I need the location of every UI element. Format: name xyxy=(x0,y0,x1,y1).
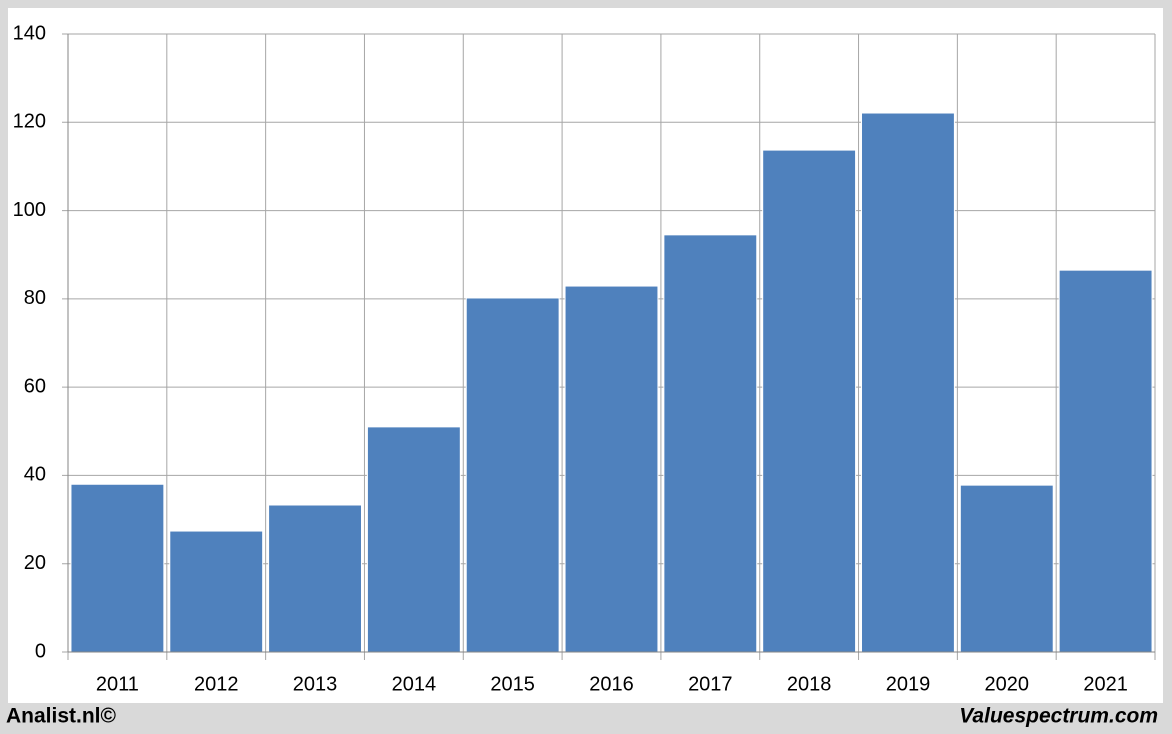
y-tick-label: 140 xyxy=(13,22,46,44)
bar xyxy=(564,285,659,653)
x-tick-label: 2017 xyxy=(688,673,733,695)
y-tick-label: 40 xyxy=(24,464,46,486)
x-tick-label: 2014 xyxy=(392,673,437,695)
bar xyxy=(169,530,264,653)
y-tick-label: 80 xyxy=(24,287,46,309)
x-tick-label: 2018 xyxy=(787,673,832,695)
footer-right: Valuespectrum.com xyxy=(959,705,1158,728)
y-tick-label: 100 xyxy=(13,199,46,221)
x-tick-label: 2020 xyxy=(985,673,1030,695)
x-tick-label: 2016 xyxy=(589,673,634,695)
bar xyxy=(465,297,560,653)
bar xyxy=(959,484,1054,653)
bar xyxy=(1058,269,1153,653)
y-tick-label: 0 xyxy=(35,640,46,662)
bar xyxy=(268,504,362,653)
x-tick-label: 2011 xyxy=(96,673,139,695)
y-tick-label: 120 xyxy=(13,111,46,133)
x-tick-label: 2021 xyxy=(1083,673,1128,695)
bar xyxy=(366,426,461,653)
y-tick-label: 20 xyxy=(24,552,46,574)
y-tick-label: 60 xyxy=(24,375,46,397)
x-tick-label: 2019 xyxy=(886,673,931,695)
bar xyxy=(762,149,857,653)
x-tick-label: 2013 xyxy=(293,673,338,695)
x-tick-label: 2012 xyxy=(194,673,239,695)
x-tick-label: 2015 xyxy=(490,673,535,695)
bar xyxy=(70,483,165,653)
bar xyxy=(861,112,955,653)
bar xyxy=(663,234,758,653)
footer-left: Analist.nl© xyxy=(6,705,117,728)
